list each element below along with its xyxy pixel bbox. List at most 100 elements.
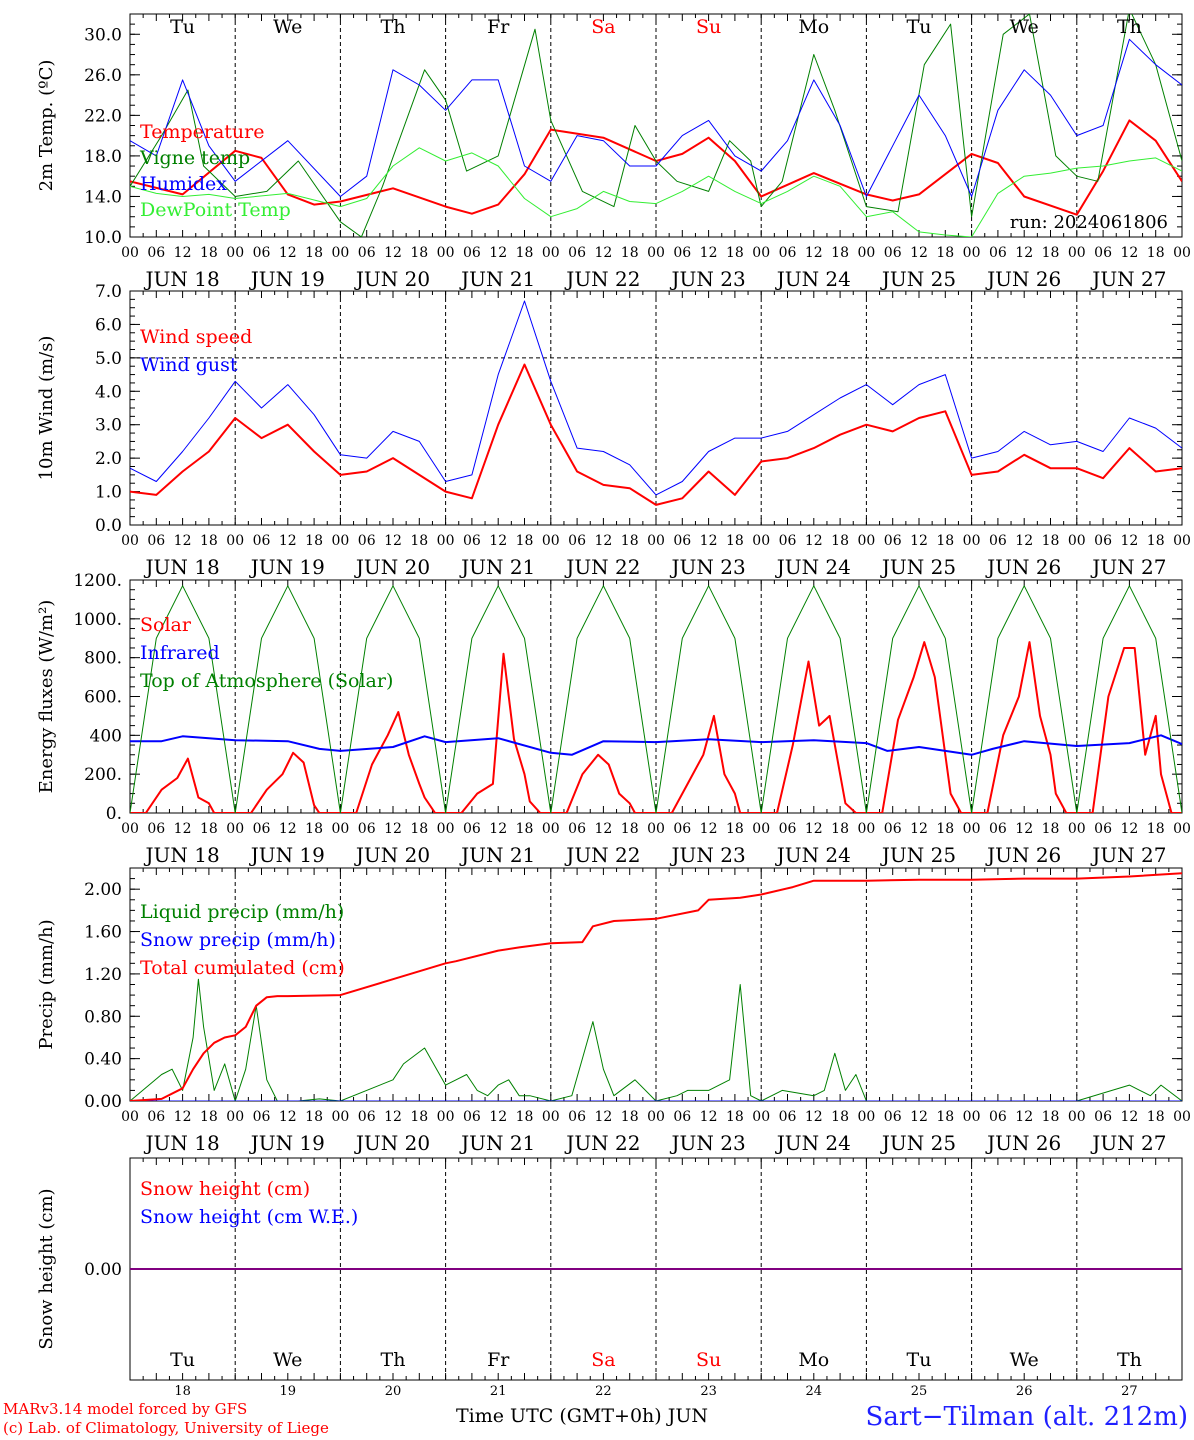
hour-tick-label: 18 bbox=[1147, 245, 1165, 261]
y-tick-label: 14.0 bbox=[84, 187, 122, 207]
hour-tick-label: 06 bbox=[568, 245, 586, 261]
hour-tick-label: 00 bbox=[857, 821, 875, 837]
hour-tick-label: 18 bbox=[1042, 533, 1060, 549]
hour-tick-label: 00 bbox=[963, 245, 981, 261]
y-tick-label: 0.00 bbox=[84, 1260, 122, 1280]
hour-tick-label: 00 bbox=[437, 533, 455, 549]
day-number-label: 19 bbox=[280, 1384, 297, 1399]
series-line-total-cumulated-cm- bbox=[130, 872, 1182, 1101]
y-tick-label: 1.0 bbox=[95, 483, 122, 503]
panel-wind: 0.0 1.0 2.0 3.0 4.0 5.0 6.0 7.0 10m Wind (m/s) Wi… bbox=[36, 282, 1191, 579]
y-tick-label: 600. bbox=[84, 688, 122, 708]
hour-tick-label: 12 bbox=[489, 245, 507, 261]
hour-tick-label: 18 bbox=[305, 245, 323, 261]
hour-tick-label: 12 bbox=[910, 821, 928, 837]
date-label: JUN 24 bbox=[775, 555, 851, 579]
hour-tick-label: 12 bbox=[805, 1109, 823, 1125]
hour-tick-label: 18 bbox=[410, 1109, 428, 1125]
hour-tick-label: 06 bbox=[1094, 245, 1112, 261]
weekday-label: Tu bbox=[170, 1349, 195, 1371]
hour-tick-label: 18 bbox=[621, 245, 639, 261]
hour-tick-label: 18 bbox=[305, 1109, 323, 1125]
weekday-label: We bbox=[1010, 16, 1039, 38]
hour-tick-label: 00 bbox=[226, 533, 244, 549]
y-tick-label: 200. bbox=[84, 765, 122, 785]
hour-tick-label: 12 bbox=[805, 533, 823, 549]
date-label: JUN 25 bbox=[880, 555, 956, 579]
legend-entry: Snow height (cm W.E.) bbox=[140, 1206, 358, 1228]
hour-tick-label: 12 bbox=[594, 1109, 612, 1125]
hour-tick-label: 00 bbox=[121, 533, 139, 549]
date-label: JUN 27 bbox=[1090, 555, 1166, 579]
hour-tick-label: 12 bbox=[174, 821, 192, 837]
hour-tick-label: 06 bbox=[779, 821, 797, 837]
date-label: JUN 18 bbox=[144, 1131, 220, 1155]
weekday-label: Th bbox=[381, 16, 406, 38]
series-line-humidex bbox=[130, 38, 1182, 197]
hour-tick-label: 00 bbox=[542, 1109, 560, 1125]
hour-tick-label: 18 bbox=[1042, 821, 1060, 837]
weekday-label: Fr bbox=[487, 1349, 510, 1371]
date-label: JUN 24 bbox=[775, 843, 851, 867]
date-label: JUN 21 bbox=[459, 843, 535, 867]
series-line-wind-speed bbox=[130, 363, 1182, 506]
date-label: JUN 19 bbox=[249, 555, 325, 579]
hour-tick-label: 12 bbox=[279, 533, 297, 549]
weekday-label: We bbox=[1010, 1349, 1039, 1371]
hour-tick-label: 06 bbox=[147, 533, 165, 549]
date-label: JUN 23 bbox=[670, 555, 746, 579]
hour-tick-label: 12 bbox=[174, 245, 192, 261]
hour-tick-label: 06 bbox=[147, 1109, 165, 1125]
weekday-label: We bbox=[273, 1349, 302, 1371]
station-name: Sart−Tilman (alt. 212m) bbox=[865, 1402, 1188, 1432]
series-line-temperature bbox=[130, 119, 1182, 216]
hour-tick-label: 00 bbox=[963, 533, 981, 549]
weekday-label: Sa bbox=[591, 1349, 615, 1371]
hour-tick-label: 00 bbox=[647, 821, 665, 837]
hour-tick-label: 06 bbox=[253, 245, 271, 261]
weekday-label: Mo bbox=[798, 1349, 829, 1371]
hour-tick-label: 12 bbox=[279, 245, 297, 261]
y-tick-label: 0.00 bbox=[84, 1092, 122, 1112]
hour-tick-label: 06 bbox=[884, 1109, 902, 1125]
weekday-label: Th bbox=[381, 1349, 406, 1371]
hour-tick-label: 00 bbox=[1068, 1109, 1086, 1125]
y-tick-label: 18.0 bbox=[84, 147, 122, 167]
day-number-label: 22 bbox=[595, 1384, 612, 1399]
weekday-label: We bbox=[273, 16, 302, 38]
hour-tick-label: 12 bbox=[1015, 1109, 1033, 1125]
hour-tick-label: 12 bbox=[910, 533, 928, 549]
y-tick-label: 0.80 bbox=[84, 1007, 122, 1027]
hour-tick-label: 12 bbox=[489, 821, 507, 837]
y-tick-label: 1.20 bbox=[84, 965, 122, 985]
date-label: JUN 23 bbox=[670, 1131, 746, 1155]
legend-entry: Snow precip (mm/h) bbox=[140, 929, 336, 951]
hour-tick-label: 12 bbox=[1120, 245, 1138, 261]
hour-tick-label: 18 bbox=[200, 821, 218, 837]
date-label: JUN 27 bbox=[1090, 1131, 1166, 1155]
hour-tick-label: 12 bbox=[1120, 533, 1138, 549]
weekday-label: Sa bbox=[591, 16, 615, 38]
hour-tick-label: 00 bbox=[437, 245, 455, 261]
hour-tick-label: 06 bbox=[358, 1109, 376, 1125]
y-tick-label: 26.0 bbox=[84, 66, 122, 86]
model-credit: MARv3.14 model forced by GFS (c) Lab. of… bbox=[3, 1400, 329, 1438]
legend-entry: Top of Atmosphere (Solar) bbox=[140, 670, 393, 692]
hour-tick-label: 12 bbox=[910, 245, 928, 261]
hour-tick-label: 00 bbox=[1068, 533, 1086, 549]
hour-tick-label: 06 bbox=[568, 821, 586, 837]
legend-entry: Temperature bbox=[140, 121, 264, 143]
date-label: JUN 25 bbox=[880, 267, 956, 291]
series-line-dewpoint-temp bbox=[130, 147, 1182, 237]
hour-tick-label: 00 bbox=[331, 1109, 349, 1125]
hour-tick-label: 00 bbox=[1173, 1109, 1191, 1125]
hour-tick-label: 06 bbox=[463, 533, 481, 549]
hour-tick-label: 00 bbox=[1068, 245, 1086, 261]
hour-tick-label: 06 bbox=[147, 245, 165, 261]
date-label: JUN 26 bbox=[985, 555, 1061, 579]
y-tick-label: 30.0 bbox=[84, 25, 122, 45]
hour-tick-label: 18 bbox=[516, 821, 534, 837]
date-label: JUN 19 bbox=[249, 1131, 325, 1155]
hour-tick-label: 00 bbox=[121, 821, 139, 837]
hour-tick-label: 00 bbox=[437, 1109, 455, 1125]
